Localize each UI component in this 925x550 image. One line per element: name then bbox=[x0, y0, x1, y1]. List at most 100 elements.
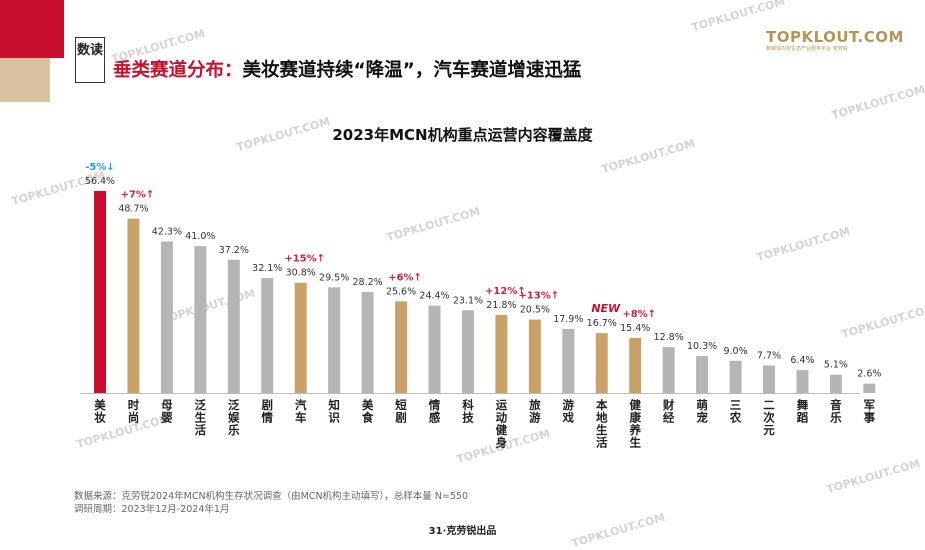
category-label: 识 bbox=[328, 411, 340, 425]
category-label: 萌 bbox=[696, 398, 708, 412]
category-label: 知 bbox=[327, 398, 340, 412]
category-label: 婴 bbox=[161, 411, 173, 425]
bar bbox=[629, 337, 642, 393]
data-label: 29.5% bbox=[319, 272, 349, 283]
data-label: 17.9% bbox=[553, 314, 583, 325]
data-label: 12.8% bbox=[654, 332, 684, 343]
data-label: 37.2% bbox=[219, 245, 249, 256]
change-annotation: +15%↑ bbox=[284, 254, 325, 265]
category-label: 美 bbox=[94, 398, 106, 412]
category-label: 经 bbox=[663, 411, 675, 425]
bar bbox=[361, 292, 374, 393]
category-label: 泛 bbox=[228, 398, 240, 412]
data-label: 23.1% bbox=[453, 295, 483, 306]
category-label: 情 bbox=[261, 411, 274, 425]
data-label: 28.2% bbox=[353, 277, 383, 288]
category-label: 妆 bbox=[94, 411, 106, 425]
data-label: 9.0% bbox=[723, 346, 747, 357]
category-label: 军 bbox=[864, 398, 876, 412]
bar bbox=[562, 328, 575, 393]
category-label: 本 bbox=[596, 398, 608, 412]
bar bbox=[729, 360, 742, 393]
new-badge: NEW bbox=[591, 302, 621, 315]
bar bbox=[763, 365, 775, 393]
category-label: 乐 bbox=[228, 423, 240, 437]
category-label: 活 bbox=[596, 436, 608, 450]
category-label: 尚 bbox=[128, 411, 140, 425]
category-label: 食 bbox=[362, 411, 374, 425]
category-label: 动 bbox=[496, 411, 508, 425]
category-label: 科 bbox=[462, 398, 474, 412]
category-label: 时 bbox=[128, 398, 140, 412]
data-label: 10.3% bbox=[687, 341, 717, 352]
change-annotation: +12%↑ bbox=[485, 286, 526, 297]
data-label: 7.7% bbox=[757, 350, 781, 361]
chart-title: 2023年MCN机构重点运营内容覆盖度 bbox=[332, 126, 593, 144]
category-label: 健 bbox=[629, 398, 641, 412]
category-label: 舞 bbox=[797, 398, 809, 412]
bar bbox=[395, 301, 408, 393]
category-label: 情 bbox=[428, 398, 441, 412]
bar bbox=[696, 356, 709, 393]
change-annotation: +7%↑ bbox=[121, 190, 155, 201]
data-label: 42.3% bbox=[152, 227, 182, 238]
data-label: 15.4% bbox=[620, 323, 650, 334]
category-label: 地 bbox=[596, 411, 608, 425]
category-label: 技 bbox=[462, 411, 474, 425]
category-label: 短 bbox=[395, 398, 407, 412]
headline-highlight: 垂类赛道分布： bbox=[113, 60, 243, 81]
data-label: 56.4% bbox=[85, 176, 115, 187]
category-label: 事 bbox=[864, 411, 876, 425]
category-label: 养 bbox=[628, 423, 641, 437]
bar bbox=[160, 241, 173, 393]
bar bbox=[294, 282, 307, 393]
page-footer: 31·克劳锐出品 bbox=[428, 526, 497, 537]
data-label: 21.8% bbox=[486, 300, 516, 311]
category-label: 蹈 bbox=[797, 411, 809, 425]
change-annotation: +6%↑ bbox=[388, 272, 422, 283]
category-label: 汽 bbox=[295, 398, 307, 412]
data-label: 32.1% bbox=[252, 263, 282, 274]
category-label: 剧 bbox=[395, 411, 407, 425]
data-label: 5.1% bbox=[824, 360, 848, 371]
data-label: 48.7% bbox=[118, 204, 148, 215]
bar bbox=[194, 246, 207, 393]
change-annotation: +13%↑ bbox=[518, 291, 559, 302]
corner-decoration-red bbox=[0, 0, 64, 58]
category-label: 三 bbox=[730, 398, 742, 412]
brand-logo: TOPKLOUT.COM bbox=[766, 28, 904, 46]
bar bbox=[461, 310, 474, 393]
category-label: 游 bbox=[529, 411, 541, 425]
category-label: 戏 bbox=[562, 411, 575, 425]
section-tag: 数读 bbox=[75, 37, 105, 83]
category-label: 农 bbox=[729, 411, 742, 425]
data-label: 30.8% bbox=[286, 268, 316, 279]
bar bbox=[662, 347, 675, 393]
bar bbox=[328, 287, 341, 393]
category-label: 娱 bbox=[228, 411, 240, 425]
survey-period: 调研周期：2023年12月-2024年1月 bbox=[74, 504, 230, 515]
category-label: 母 bbox=[161, 398, 173, 412]
bar bbox=[528, 319, 541, 393]
change-annotation: -5%↓ bbox=[85, 162, 115, 173]
bar bbox=[94, 191, 106, 393]
category-label: 健 bbox=[496, 423, 508, 437]
category-label: 生 bbox=[629, 436, 641, 450]
category-label: 元 bbox=[763, 423, 775, 437]
data-source: 数据来源：克劳锐2024年MCN机构生存状况调查（由MCN机构主动填写），总样本… bbox=[74, 490, 468, 516]
page-headline: 垂类赛道分布：美妆赛道持续“降温”，汽车赛道增速迅猛 bbox=[113, 56, 581, 82]
category-label: 康 bbox=[629, 411, 641, 425]
headline-text: 美妆赛道持续“降温”，汽车赛道增速迅猛 bbox=[242, 60, 582, 81]
category-label: 次 bbox=[763, 411, 775, 425]
category-label: 生 bbox=[596, 423, 608, 437]
bar bbox=[863, 383, 876, 393]
bar bbox=[261, 278, 274, 393]
bar bbox=[428, 305, 441, 393]
brand-logo-tagline: 新媒体内容生态产业服务平台 克劳锐 bbox=[766, 46, 848, 52]
category-label: 运 bbox=[496, 398, 508, 412]
category-label: 财 bbox=[662, 398, 675, 412]
bar bbox=[796, 370, 809, 393]
category-label: 旅 bbox=[529, 398, 541, 412]
category-label: 生 bbox=[195, 411, 207, 425]
